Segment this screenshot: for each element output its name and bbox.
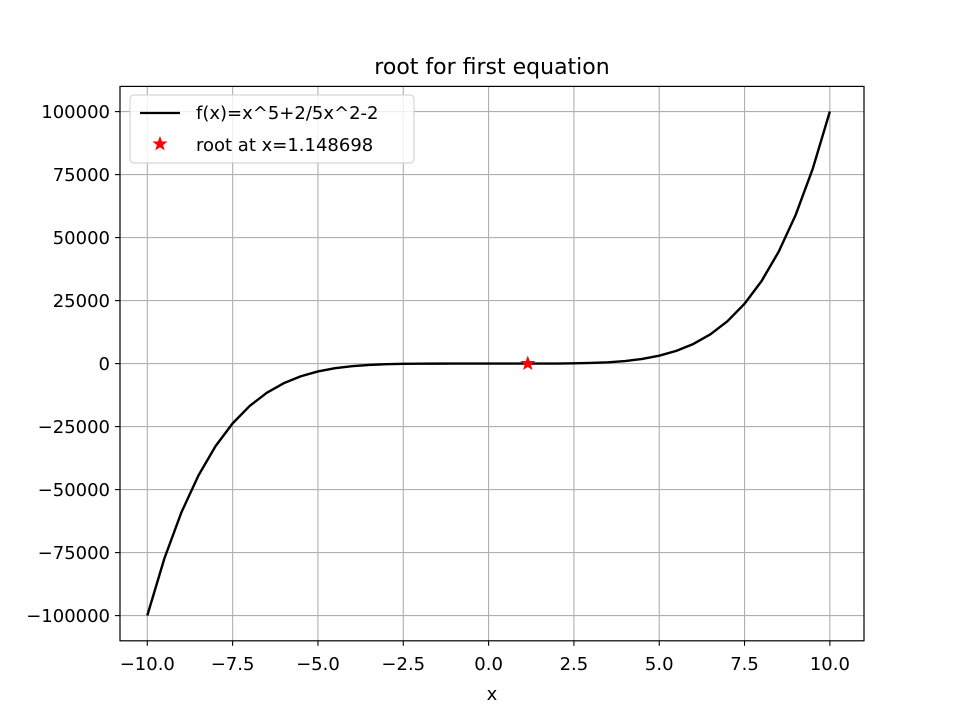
y-tick-label: −50000 — [38, 480, 110, 501]
legend-label-function: f(x)=x^5+2/5x^2-2 — [196, 103, 379, 124]
y-tick-label: −25000 — [38, 417, 110, 438]
function-curve-line — [146, 111, 832, 616]
x-tick-label: −5.0 — [296, 654, 340, 675]
y-tick-label: −100000 — [26, 606, 110, 627]
y-tick-label: 100000 — [41, 102, 110, 123]
legend-star-icon — [152, 136, 168, 151]
y-axis-ticks: −100000 −75000 −50000 −25000 0 25000 50000 7500… — [26, 102, 120, 627]
y-tick-label: 0 — [99, 354, 110, 375]
x-tick-label: −10.0 — [120, 654, 175, 675]
legend-star-marker — [152, 136, 168, 151]
x-axis-label: x — [487, 684, 498, 705]
x-tick-label: 7.5 — [730, 654, 759, 675]
chart-title: root for first equation — [374, 55, 609, 80]
x-tick-label: 10.0 — [810, 654, 850, 675]
root-star-marker — [520, 355, 536, 371]
legend: f(x)=x^5+2/5x^2-2 root at x=1.148698 — [129, 94, 415, 164]
x-axis-ticks: −10.0 −7.5 −5.0 −2.5 0.0 2.5 5.0 7.5 10.0 — [120, 640, 850, 675]
plot-series — [146, 111, 832, 616]
x-tick-label: −2.5 — [381, 654, 425, 675]
x-tick-label: 5.0 — [645, 654, 674, 675]
legend-label-root: root at x=1.148698 — [196, 135, 373, 156]
y-tick-label: 50000 — [53, 228, 110, 249]
x-tick-label: 0.0 — [474, 654, 503, 675]
x-tick-label: −7.5 — [211, 654, 255, 675]
legend-box — [129, 94, 415, 164]
y-tick-label: −75000 — [38, 543, 110, 564]
y-tick-label: 75000 — [53, 165, 110, 186]
y-tick-label: 25000 — [53, 291, 110, 312]
x-tick-label: 2.5 — [560, 654, 589, 675]
